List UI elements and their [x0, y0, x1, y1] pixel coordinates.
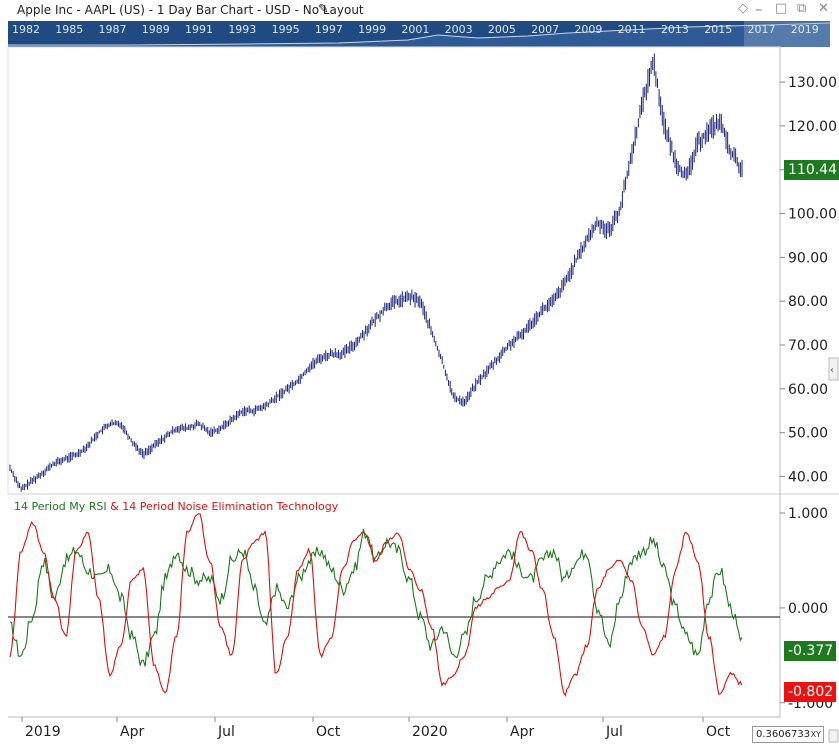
time-axis: 2019 Apr Jul Oct 2020 Apr Jul Oct [21, 717, 731, 740]
time-scroll-handle[interactable] [828, 729, 839, 743]
oscillator-lines [9, 513, 743, 697]
navigator-year: 2001 [401, 23, 430, 36]
time-tick-label: Jul [217, 724, 235, 740]
navigator-year: 1985 [55, 23, 84, 36]
price-tick-label: 50.00 [788, 426, 828, 442]
time-tick-label: Apr [120, 724, 144, 740]
restore-icon[interactable]: ⧉ [797, 1, 807, 16]
title-bar: Apple Inc - AAPL (US) - 1 Day Bar Chart … [0, 0, 839, 21]
cursor-readout[interactable]: 0.3606733 XY [752, 726, 824, 743]
price-tick-label: 80.00 [788, 294, 828, 310]
rsi-value-badge: -0.377 [784, 641, 837, 661]
navigator-year: 2017 [747, 23, 776, 36]
price-tick-label: 90.00 [788, 250, 828, 266]
price-tick-label: 130.00 [788, 75, 837, 91]
cursor-mode: XY [810, 730, 821, 739]
navigator-year: 1982 [12, 23, 40, 36]
legend-rsi: 14 Period My RSI [14, 500, 107, 513]
price-axis: 40.00 50.00 60.00 70.00 80.00 90.00 100.00 110.… [780, 75, 837, 485]
chart-title: Apple Inc - AAPL (US) - 1 Day Bar Chart … [17, 3, 364, 17]
price-tick-label: 40.00 [788, 469, 828, 485]
navigator-year: 1999 [358, 23, 387, 36]
price-tick-label: 120.00 [788, 119, 837, 135]
navigator-year: 1989 [141, 23, 170, 36]
last-price-badge: 110.44 [784, 160, 839, 180]
legend-amp: & [106, 500, 123, 513]
navigator-year: 2003 [444, 23, 473, 36]
navigator-sparkline [8, 21, 830, 47]
maximize-icon[interactable]: □ [775, 1, 788, 16]
navigator-year: 2009 [574, 23, 603, 36]
time-tick-label: Oct [316, 724, 341, 740]
price-tick-label: 70.00 [788, 338, 828, 354]
time-tick-label: Apr [510, 724, 534, 740]
history-navigator[interactable]: 1982 1985 1987 1989 1991 1993 1995 1997 1999 2001… [8, 21, 830, 47]
legend-net: 14 Period Noise Elimination Technology [122, 500, 339, 513]
diamond-icon[interactable]: ◇ [738, 1, 748, 16]
series-line-net [9, 513, 743, 697]
price-tick-label: 60.00 [788, 382, 828, 398]
price-bars [9, 53, 743, 492]
series-line-rsi [9, 528, 743, 667]
time-tick-label: Jul [605, 724, 623, 740]
time-tick-label: 2020 [412, 724, 448, 740]
cursor-value: 0.3606733 [756, 729, 811, 740]
close-icon[interactable]: ✕ [818, 1, 829, 16]
price-scroll-handle[interactable] [828, 357, 839, 381]
pencil-icon[interactable]: ✎ [318, 2, 329, 17]
indicator-legend: 14 Period My RSI & 14 Period Noise Elimi… [14, 500, 338, 513]
navigator-year: 1995 [271, 23, 300, 36]
osc-tick-label: 0.000 [788, 601, 828, 617]
navigator-year: 2005 [487, 23, 516, 36]
minimize-icon[interactable]: – [755, 0, 763, 18]
navigator-year: 2019 [790, 23, 819, 36]
navigator-year: 1993 [228, 23, 257, 36]
time-tick-label: Oct [706, 724, 731, 740]
navigator-year: 2015 [704, 23, 733, 36]
navigator-year: 1987 [98, 23, 127, 36]
osc-tick-label: 1.000 [788, 506, 828, 522]
navigator-year: 1991 [185, 23, 214, 36]
navigator-year: 2007 [531, 23, 560, 36]
navigator-year: 2011 [617, 23, 646, 36]
navigator-year: 1997 [314, 23, 343, 36]
time-tick-label: 2019 [25, 724, 61, 740]
navigator-year: 2013 [660, 23, 689, 36]
price-tick-label: 100.00 [788, 207, 837, 223]
net-value-badge: -0.802 [784, 682, 837, 702]
chevron-left-icon: ‹ [830, 365, 834, 376]
